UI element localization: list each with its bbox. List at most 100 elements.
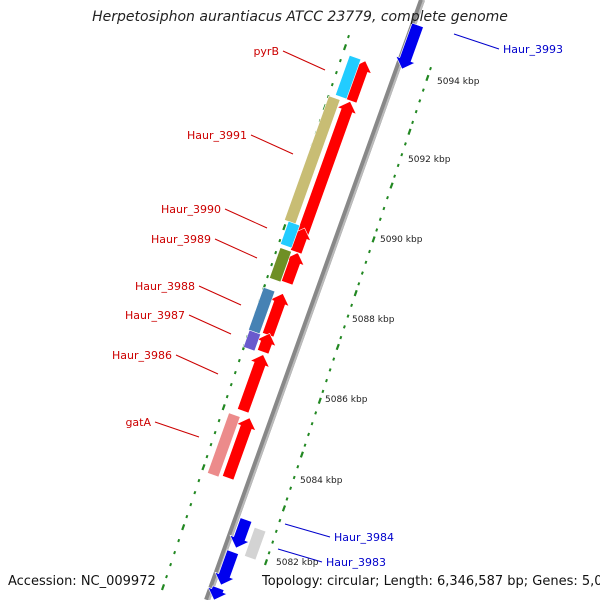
genome-backbone: [204, 0, 425, 600]
tick-mark: [270, 262, 274, 267]
leader-line-haur-3983: [277, 548, 323, 563]
tick-mark: [339, 335, 343, 340]
tick-mark: [197, 478, 201, 483]
tick-mark: [389, 182, 394, 189]
leader-line-haur-3989: [214, 238, 258, 259]
tick-mark: [225, 394, 229, 399]
tick-mark: [169, 562, 173, 567]
tick-mark: [310, 421, 314, 426]
tick-mark: [285, 497, 289, 501]
gene-label-haur-3989: Haur_3989: [151, 233, 211, 246]
forward-gene-arrow: [262, 293, 290, 338]
misc-feature-box: [280, 220, 301, 249]
tick-mark: [425, 74, 430, 82]
tick-mark: [396, 163, 400, 168]
tick-marks: [160, 34, 432, 591]
tick-mark: [418, 99, 422, 103]
genome-title: Herpetosiphon aurantiacus ATCC 23779, co…: [92, 9, 508, 25]
tick-mark: [357, 282, 361, 286]
tick-mark: [193, 490, 197, 495]
tick-mark: [165, 574, 169, 579]
tick-mark: [347, 34, 350, 39]
misc-feature-box: [335, 54, 362, 100]
tick-mark: [393, 174, 397, 178]
tick-mark: [328, 368, 332, 372]
gene-label-haur-3988: Haur_3988: [135, 280, 195, 293]
backbone-line: [204, 0, 425, 600]
tick-mark: [173, 550, 177, 555]
tick-mark: [360, 271, 364, 275]
tick-mark: [364, 260, 368, 265]
backbone-highlight: [208, 0, 425, 600]
tick-mark: [382, 206, 386, 211]
misc-feature-box: [243, 329, 262, 352]
gene-label-haur-3993: Haur_3993: [503, 43, 563, 56]
tick-mark: [307, 432, 311, 437]
tick-mark: [400, 152, 404, 157]
tick-mark: [414, 109, 418, 114]
tick-mark: [274, 250, 278, 255]
reverse-gene-arrow: [214, 549, 239, 586]
tick-mark: [213, 430, 217, 435]
leader-line-haur-3988: [198, 285, 242, 306]
reverse-gene-box: [244, 526, 267, 561]
gene-features: [207, 22, 424, 600]
scale-label: 5082 kbp: [276, 558, 319, 568]
tick-mark: [263, 559, 269, 566]
tick-mark: [411, 120, 415, 125]
scale-label: 5084 kbp: [300, 476, 343, 486]
tick-mark: [217, 418, 221, 423]
leader-line-haur-3991: [250, 134, 294, 155]
tick-mark: [303, 443, 307, 447]
tick-mark: [266, 274, 270, 279]
tick-mark: [281, 505, 287, 512]
tick-mark: [338, 58, 342, 63]
tick-mark: [267, 551, 271, 555]
leader-line-haur-3986: [175, 354, 219, 375]
tick-mark: [189, 502, 193, 507]
gene-label-pyrb: pyrB: [253, 45, 279, 58]
tick-mark: [330, 82, 334, 87]
tick-mark: [201, 464, 206, 471]
tick-mark: [289, 486, 293, 491]
tick-mark: [378, 217, 382, 222]
label-leader-lines: [154, 33, 500, 563]
tick-mark: [342, 325, 346, 329]
tick-mark: [274, 529, 278, 534]
tick-mark: [353, 289, 358, 297]
tick-mark: [205, 454, 209, 459]
tick-mark: [233, 370, 237, 375]
tick-mark: [299, 451, 304, 458]
gene-label-haur-3984: Haur_3984: [334, 531, 394, 544]
scale-label: 5092 kbp: [408, 155, 451, 165]
leader-line-haur-3993: [453, 33, 500, 50]
topology-label: Topology: circular; Length: 6,346,587 bp…: [262, 574, 600, 589]
tick-mark: [282, 224, 287, 231]
misc-feature-box: [207, 412, 241, 478]
tick-mark: [221, 404, 226, 411]
gene-label-haur-3991: Haur_3991: [187, 129, 247, 142]
tick-mark: [237, 358, 241, 363]
tick-mark: [335, 343, 340, 351]
forward-gene-arrow: [237, 354, 270, 414]
leader-line-pyrb: [282, 50, 326, 71]
gene-label-haur-3987: Haur_3987: [125, 309, 185, 322]
gene-label-haur-3990: Haur_3990: [161, 203, 221, 216]
scale-label: 5086 kbp: [325, 395, 368, 405]
forward-gene-arrow: [256, 333, 277, 355]
scale-label: 5094 kbp: [437, 77, 480, 87]
forward-gene-arrow: [297, 101, 357, 236]
tick-mark: [317, 397, 322, 404]
tick-mark: [334, 70, 338, 75]
forward-gene-arrow: [222, 417, 257, 481]
tick-mark: [296, 464, 300, 469]
tick-mark: [181, 524, 186, 531]
tick-mark: [229, 382, 233, 387]
tick-mark: [278, 238, 282, 243]
tick-mark: [177, 538, 181, 543]
tick-mark: [403, 142, 407, 146]
scale-labels: 5094 kbp 5092 kbp 5090 kbp 5088 kbp 5086 kbp…: [276, 77, 480, 568]
tick-mark: [185, 514, 189, 519]
reverse-gene-arrow: [395, 22, 424, 70]
